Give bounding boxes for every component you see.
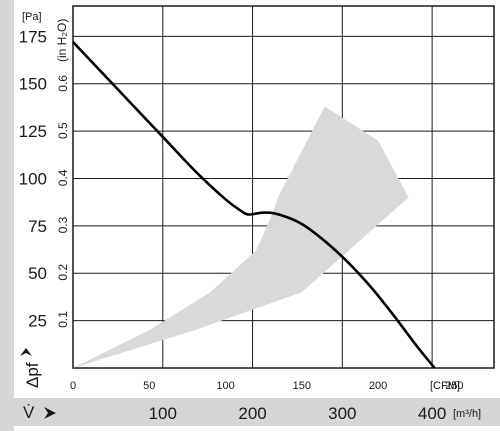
y-axis-labels-inh2o: 0.1 0.2 0.3 0.4 0.5 0.6 (56, 75, 70, 328)
x-tick-label-cfm: 150 (293, 380, 311, 392)
y-tick-label-pa: 25 (28, 312, 47, 331)
y-tick-label-inh2o: 0.2 (56, 264, 70, 281)
y-tick-label-pa: 175 (19, 27, 47, 46)
x-arrow-icon (44, 407, 56, 419)
x-tick-label-cfm: 50 (143, 380, 155, 392)
bottom-band (14, 398, 500, 426)
x-unit-cfm: [CFM] (430, 380, 460, 392)
x-axis-labels-cfm: 0 50 100 150 200 250 (70, 380, 464, 392)
operating-region (73, 106, 409, 368)
y-tick-label-pa: 100 (19, 169, 47, 188)
x-tick-label-cfm: 100 (216, 380, 234, 392)
x-tick-label-cfm: 250 (445, 380, 463, 392)
y-tick-label-pa: 150 (19, 75, 47, 94)
operating-region-shape (73, 106, 409, 368)
x-tick-label-cfm: 0 (70, 380, 76, 392)
y-tick-label-pa: 125 (19, 122, 47, 141)
y-tick-label-inh2o: 0.3 (56, 216, 70, 233)
x-tick-label-m3h: 300 (328, 404, 356, 423)
y-tick-label-inh2o: 0.1 (56, 311, 70, 328)
pressure-curve-line (72, 41, 436, 369)
y-tick-label-inh2o: 0.5 (56, 122, 70, 139)
x-tick-label-cfm: 200 (369, 380, 387, 392)
x-tick-label-m3h: 100 (149, 404, 177, 423)
y-tick-label-pa: 75 (28, 217, 47, 236)
y-axis-title: Δpf (23, 362, 42, 388)
x-tick-label-m3h: 400 (418, 404, 446, 423)
y-arrow-icon (20, 348, 32, 356)
pressure-curve (72, 41, 436, 369)
grid (73, 6, 494, 368)
x-tick-label-m3h: 200 (238, 404, 266, 423)
y-unit-inh2o: (in H₂O) (55, 19, 69, 62)
y-tick-label-pa: 50 (28, 264, 47, 283)
x-axis-labels-m3h: 100 200 300 400 (149, 404, 447, 423)
y-tick-label-inh2o: 0.6 (56, 75, 70, 92)
left-band (0, 0, 14, 431)
y-axis-labels-pa: 25 50 75 100 125 150 175 (19, 27, 47, 330)
x-unit-m3h: [m³/h] (453, 408, 481, 420)
y-unit-pa: [Pa] (22, 11, 42, 23)
y-tick-label-inh2o: 0.4 (56, 169, 70, 186)
x-axis-title: V̇ (23, 403, 35, 422)
